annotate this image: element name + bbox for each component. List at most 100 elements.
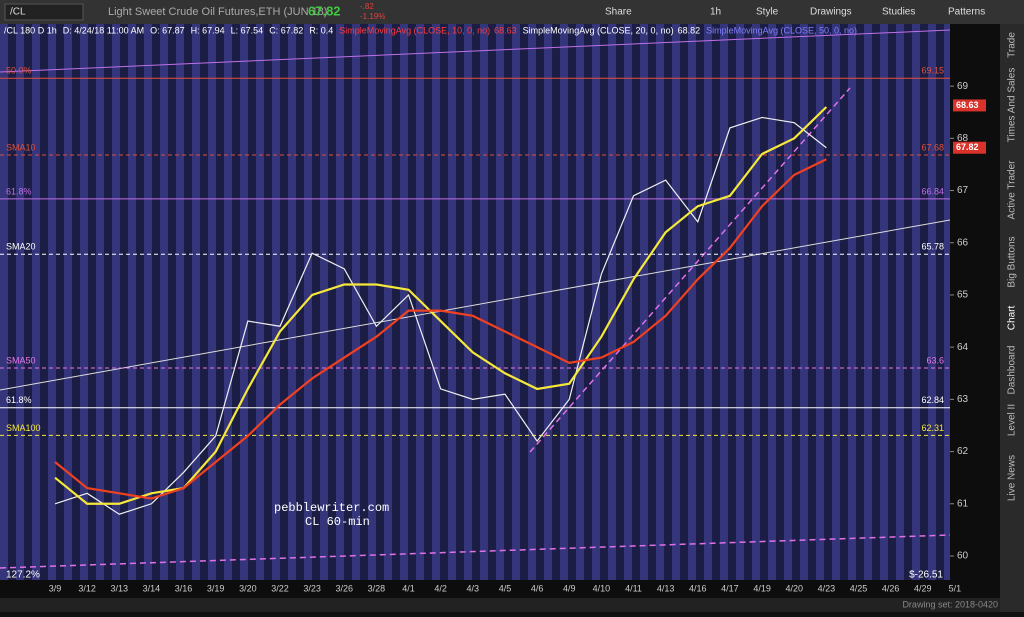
study-name: SimpleMovingAvg (CLOSE, 20, 0, no)	[523, 25, 674, 35]
symbol-box[interactable]	[4, 3, 84, 21]
study-value: 68.82	[678, 25, 701, 35]
side-tab[interactable]: Dashboard	[1007, 346, 1018, 395]
x-tick-label: 3/14	[143, 583, 161, 593]
status: Drawing set: 2018-0420	[902, 599, 998, 609]
header-item: D: 4/24/18 11:00 AM	[63, 25, 144, 35]
last-price: 67.82	[308, 3, 341, 18]
header-item: R: 0.4	[309, 25, 333, 35]
x-tick-label: 4/23	[818, 583, 836, 593]
y-tick-label: 65	[957, 290, 969, 301]
status-bar	[0, 598, 1000, 612]
x-tick-label: 3/19	[207, 583, 225, 593]
x-tick-label: 3/23	[303, 583, 321, 593]
x-tick-label: 4/9	[563, 583, 576, 593]
price-badge	[953, 99, 986, 112]
x-tick-label: 4/1	[402, 583, 415, 593]
y-tick-label: 64	[957, 342, 969, 353]
y-tick-label: 62	[957, 446, 969, 457]
y-tick-label: 66	[957, 237, 969, 248]
side-tab[interactable]: Active Trader	[1007, 160, 1018, 220]
study-name: SimpleMovingAvg (CLOSE, 10, 0, no)	[339, 25, 490, 35]
side-tab[interactable]: Chart	[1007, 306, 1018, 331]
price-badge-label: 67.82	[956, 142, 979, 152]
level-value: 66.84	[921, 186, 944, 196]
x-tick-label: 4/26	[882, 583, 900, 593]
x-tick-label: 3/22	[271, 583, 289, 593]
x-tick-label: 3/9	[49, 583, 62, 593]
study-name: SimpleMovingAvg (CLOSE, 50, 0, no)	[706, 25, 857, 35]
extension-label: $-26.51	[909, 570, 943, 581]
x-tick-label: 4/13	[657, 583, 675, 593]
price-axis	[950, 24, 1000, 580]
x-tick-label: 4/2	[434, 583, 447, 593]
symbol[interactable]: /CL	[10, 7, 26, 18]
level-name: SMA100	[6, 423, 41, 433]
level-name: 61.8%	[6, 186, 32, 196]
level-value: 62.84	[921, 395, 944, 405]
y-tick-label: 68	[957, 133, 969, 144]
trend-line	[0, 534, 951, 569]
study-value: 68.63	[494, 25, 517, 35]
y-tick-label: 61	[957, 498, 969, 509]
toolbar-button[interactable]: Studies	[882, 7, 915, 18]
side-tab[interactable]: Level II	[1007, 404, 1018, 436]
header-item: O: 67.87	[150, 25, 185, 35]
x-tick-label: 3/16	[175, 583, 193, 593]
toolbar-button[interactable]: Share	[605, 7, 632, 18]
toolbar-button[interactable]: Style	[756, 7, 779, 18]
x-tick-label: 4/29	[914, 583, 932, 593]
change: -.82	[360, 2, 374, 11]
trend-line	[0, 219, 951, 391]
x-tick-label: 4/5	[499, 583, 512, 593]
side-tab[interactable]: Live News	[1007, 455, 1018, 501]
extension-name: 127.2%	[6, 570, 40, 581]
level-value: 65.78	[921, 242, 944, 252]
description: Light Sweet Crude Oil Futures,ETH (JUN 1…	[108, 6, 327, 18]
y-tick-label: 63	[957, 394, 969, 405]
price-badge-label: 68.63	[956, 100, 979, 110]
x-tick-label: 4/19	[753, 583, 771, 593]
watermark: CL 60-min	[305, 515, 370, 529]
header-item: H: 67.94	[191, 25, 225, 35]
toolbar-button[interactable]: Drawings	[810, 7, 852, 18]
level-value: 62.31	[921, 423, 944, 433]
side-tab[interactable]: Big Buttons	[1007, 236, 1018, 287]
y-tick-label: 69	[957, 81, 969, 92]
y-tick-label: 67	[957, 185, 969, 196]
x-tick-label: 4/16	[689, 583, 707, 593]
toolbar-button[interactable]: 1h	[710, 7, 721, 18]
side-tab[interactable]: Times And Sales	[1007, 68, 1018, 143]
level-name: 61.8%	[6, 395, 32, 405]
watermark: pebblewriter.com	[274, 501, 389, 515]
series-line	[54, 116, 827, 515]
side-bar	[1000, 24, 1024, 612]
x-tick-label: 4/6	[531, 583, 544, 593]
header-item: L: 67.54	[231, 25, 264, 35]
x-tick-label: 4/20	[785, 583, 803, 593]
plot-area	[0, 24, 950, 580]
x-tick-label: 4/11	[625, 583, 642, 593]
x-tick-label: 4/3	[467, 583, 480, 593]
level-value: 63.6	[926, 355, 944, 365]
x-tick-label: 3/13	[111, 583, 129, 593]
x-tick-label: 3/12	[78, 583, 96, 593]
level-name: SMA50	[6, 355, 36, 365]
level-value: 67.68	[921, 142, 944, 152]
price-badge	[953, 141, 986, 154]
toolbar-button[interactable]: Patterns	[948, 7, 985, 18]
header-item: /CL 180 D 1h	[4, 25, 57, 35]
trend-line	[529, 87, 851, 453]
x-tick-label: 4/10	[593, 583, 611, 593]
y-tick-label: 60	[957, 551, 969, 562]
level-value: 69.15	[921, 66, 944, 76]
change-pct: -1.19%	[360, 12, 385, 21]
x-tick-label: 3/28	[368, 583, 386, 593]
header-item: C: 67.82	[269, 25, 303, 35]
time-axis	[0, 580, 1000, 598]
level-name: SMA20	[6, 242, 36, 252]
side-tab[interactable]: Trade	[1007, 32, 1018, 58]
x-tick-label: 3/26	[335, 583, 353, 593]
x-tick-label: 3/20	[239, 583, 257, 593]
trend-line	[0, 29, 951, 73]
